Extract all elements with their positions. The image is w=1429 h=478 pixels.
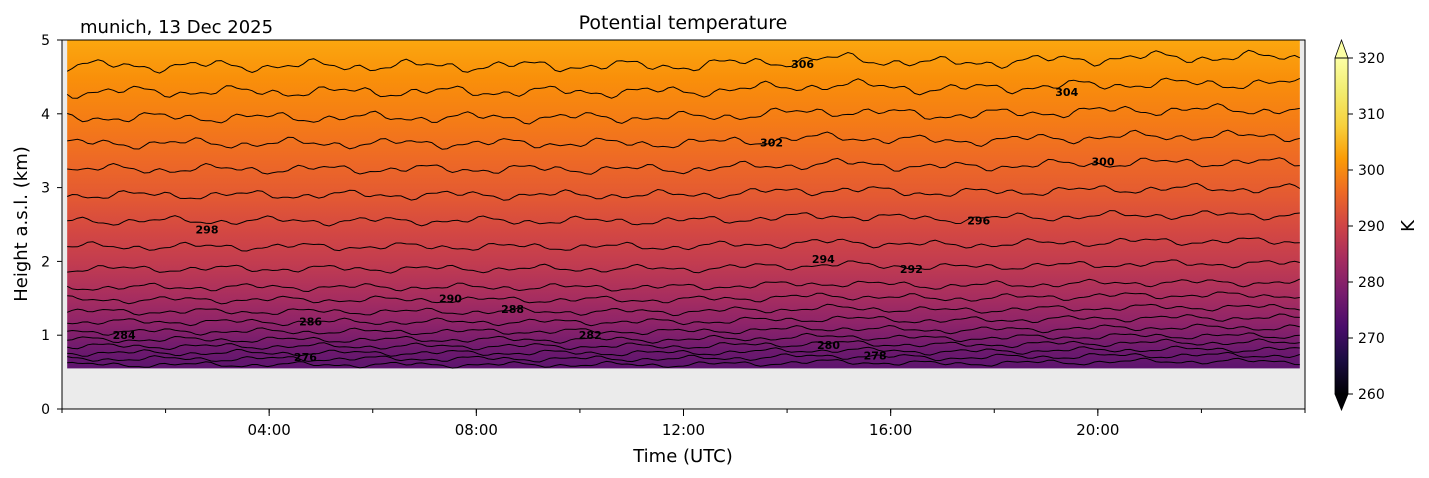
contour-label-290: 290 — [439, 293, 462, 306]
contour-line-280 — [67, 332, 1300, 344]
contour-line-290 — [66, 278, 1301, 293]
colorbar-tick-label: 270 — [1358, 331, 1385, 347]
contour-label-284: 284 — [113, 329, 136, 342]
colorbar-ticks: 260 270 280 290 300 310 320 — [1348, 51, 1385, 403]
y-axis: 0 1 2 3 4 5 — [41, 33, 62, 418]
contour-label-306: 306 — [791, 58, 814, 71]
contour-line-308 — [66, 49, 1301, 74]
contour-label-288: 288 — [501, 303, 524, 316]
y-tick-label: 2 — [41, 254, 50, 270]
contour-label-298: 298 — [196, 223, 219, 236]
y-tick-label: 4 — [41, 107, 50, 123]
chart-title: Potential temperature — [579, 12, 788, 34]
colorbar-tick-label: 280 — [1358, 275, 1385, 291]
contour-line-277 — [67, 351, 1300, 363]
colorbar-tick-label: 260 — [1358, 387, 1385, 403]
contour-line-279 — [67, 338, 1300, 351]
contour-label-276: 276 — [294, 351, 317, 364]
y-tick-label: 0 — [41, 402, 50, 418]
contour-line-282 — [67, 323, 1300, 336]
contour-line-298 — [67, 182, 1301, 201]
contour-line-294 — [67, 237, 1300, 252]
y-tick-label: 1 — [41, 328, 50, 344]
contour-lines — [66, 49, 1301, 369]
colorbar-tick-label: 300 — [1358, 163, 1385, 179]
contour-line-296 — [67, 210, 1300, 227]
colorbar-tick-label: 320 — [1358, 51, 1385, 67]
contour-line-288 — [67, 291, 1300, 305]
x-axis-title: Time (UTC) — [632, 446, 733, 467]
y-axis-title: Height a.s.l. (km) — [11, 146, 32, 302]
contour-line-276 — [67, 357, 1300, 369]
contour-label-300: 300 — [1092, 155, 1115, 168]
contour-label-296: 296 — [967, 215, 990, 228]
contour-label-282: 282 — [579, 329, 602, 342]
x-tick-label: 12:00 — [662, 421, 705, 439]
contour-line-292 — [67, 259, 1300, 274]
contour-labels: 276 278 280 282 284 286 288 290 292 294 296 298 300 3… — [113, 58, 1115, 364]
colorbar-extend-top — [1334, 38, 1349, 59]
contour-line-300 — [67, 157, 1300, 175]
contour-label-286: 286 — [299, 316, 322, 329]
contour-label-302: 302 — [760, 136, 783, 149]
contour-line-286 — [67, 303, 1300, 317]
colorbar: 260 270 280 290 300 310 320 K — [1334, 38, 1419, 412]
y-tick-label: 3 — [41, 181, 50, 197]
x-tick-label: 08:00 — [455, 421, 498, 439]
chart-subtitle: munich, 13 Dec 2025 — [80, 17, 273, 38]
x-axis: 04:00 08:00 12:00 16:00 20:00 — [61, 409, 1306, 439]
plot-area: 276 278 280 282 284 286 288 290 292 294 296 298 300 3… — [61, 39, 1306, 410]
contour-line-304 — [67, 103, 1300, 125]
contour-label-292: 292 — [900, 263, 923, 276]
contour-line-284 — [67, 313, 1300, 327]
contour-label-278: 278 — [864, 350, 887, 363]
colorbar-extend-bottom — [1334, 393, 1349, 412]
x-tick-label: 16:00 — [869, 421, 912, 439]
colorbar-gradient — [1335, 58, 1348, 394]
contour-line-306 — [66, 77, 1301, 99]
y-tick-label: 5 — [41, 33, 50, 49]
contour-label-294: 294 — [812, 253, 835, 266]
x-tick-label: 20:00 — [1076, 421, 1119, 439]
colorbar-tick-label: 290 — [1358, 219, 1385, 235]
contour-line-278 — [67, 345, 1300, 357]
contour-label-280: 280 — [817, 339, 840, 352]
colorbar-tick-label: 310 — [1358, 107, 1385, 123]
contour-line-302 — [67, 129, 1300, 150]
contour-label-304: 304 — [1055, 86, 1078, 99]
x-tick-label: 04:00 — [248, 421, 291, 439]
colorbar-label: K — [1398, 219, 1419, 232]
